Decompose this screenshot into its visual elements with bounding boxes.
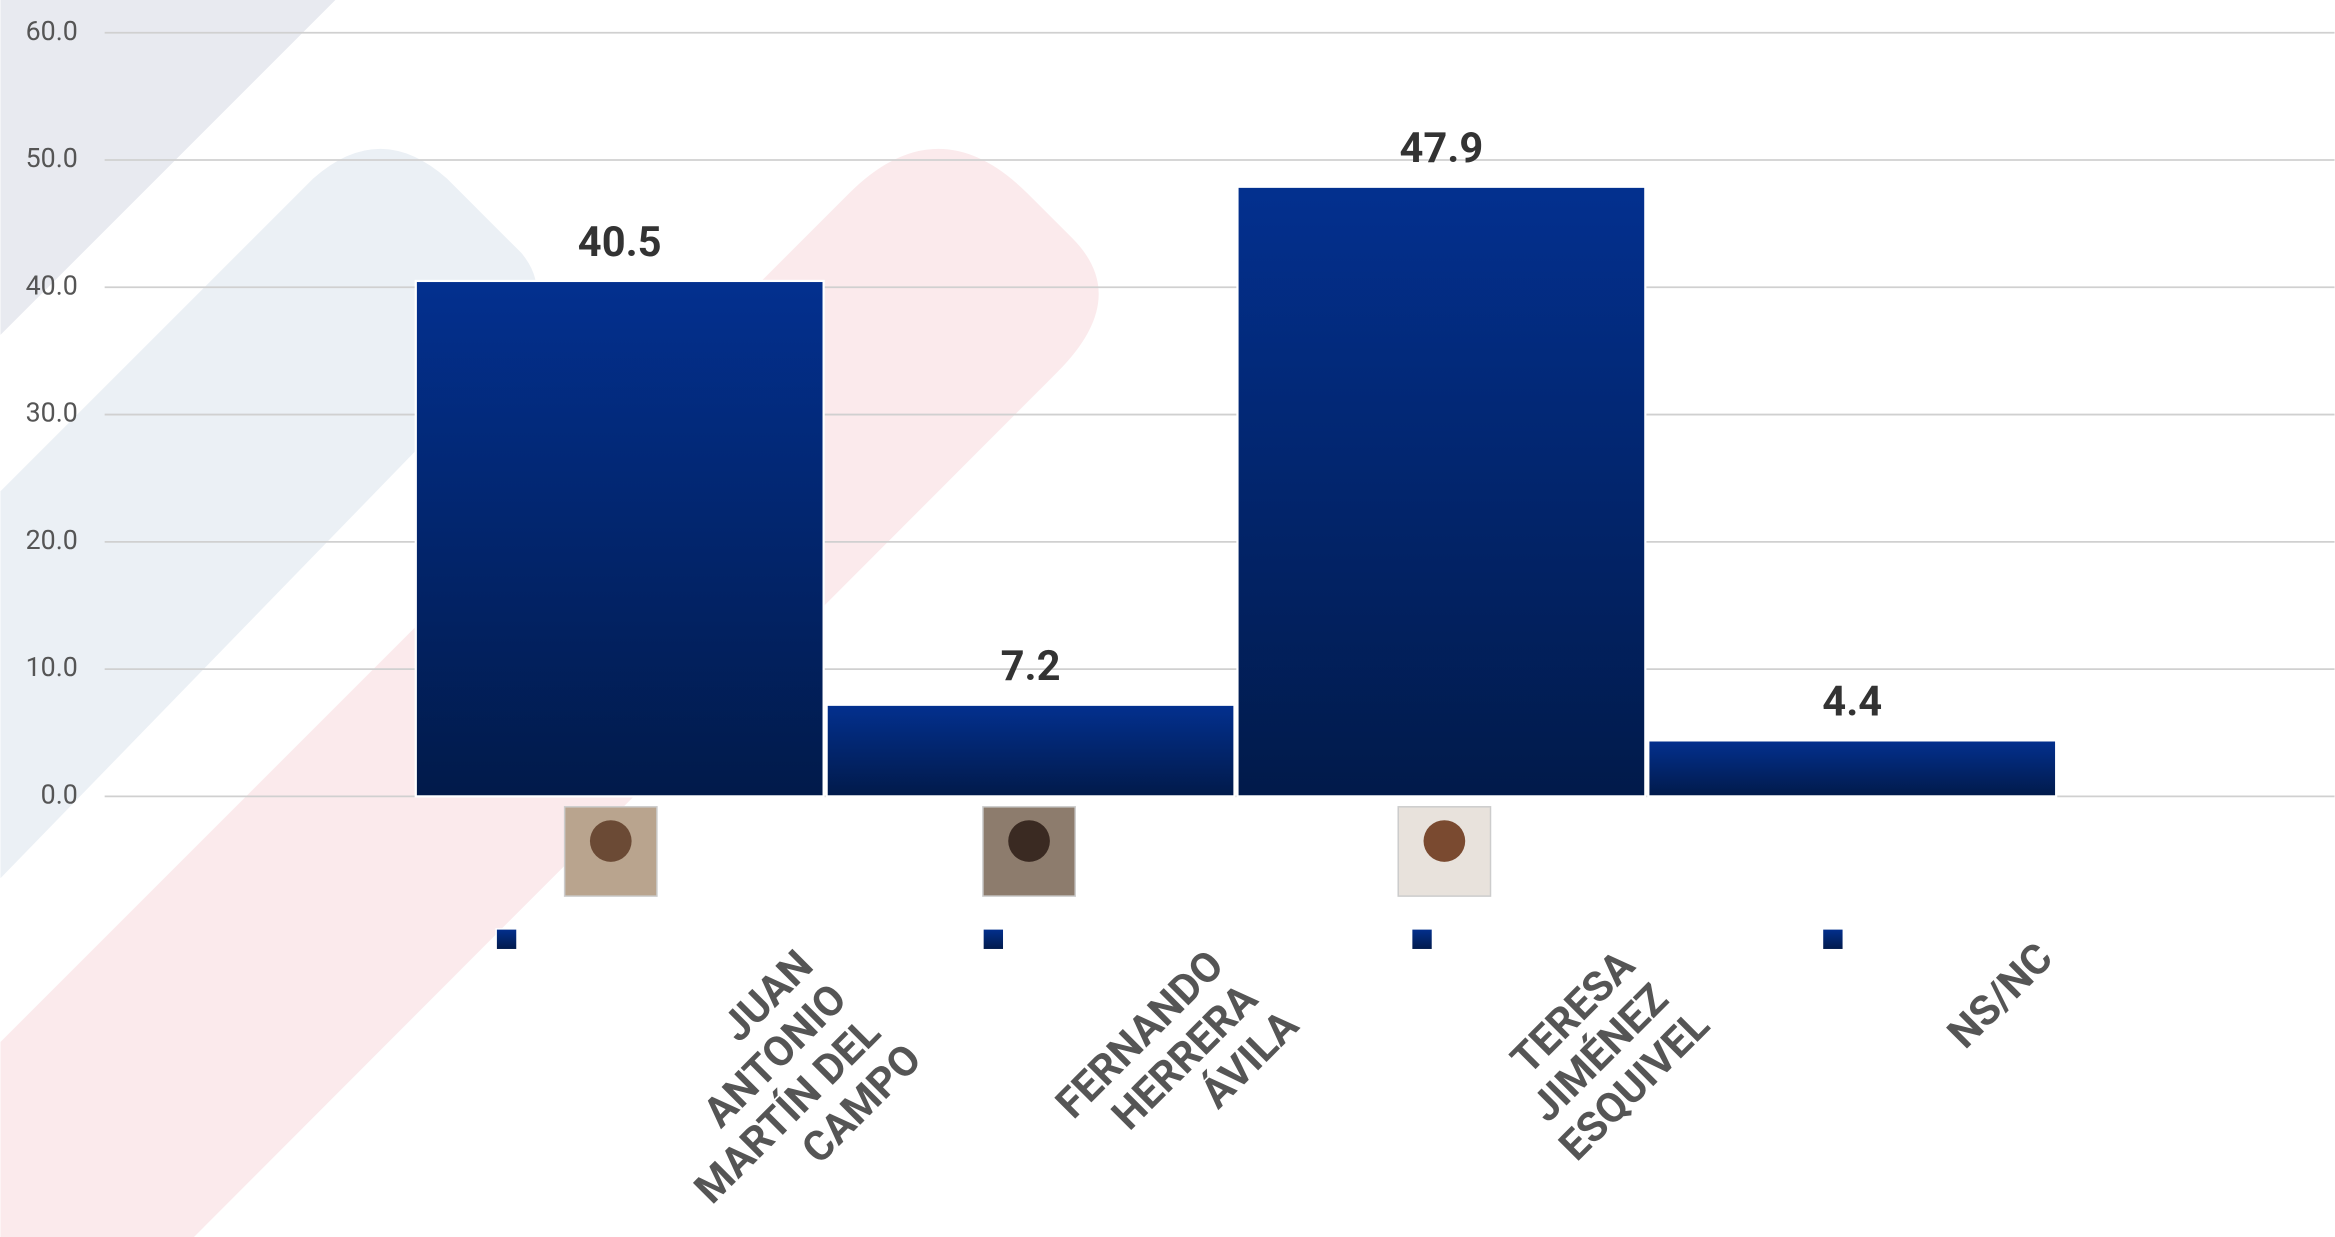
bar: [1648, 740, 2056, 796]
bar: [827, 705, 1235, 797]
bar: [416, 281, 824, 796]
x-tick-label: NS/NC: [1938, 934, 2063, 1059]
legend-square: [1822, 929, 1843, 950]
y-tick-label: 30.0: [26, 397, 78, 429]
y-tick-label: 20.0: [26, 524, 78, 556]
y-tick-label: 0.0: [41, 778, 78, 810]
x-tick-label: TERESA JIMÉNEZ ESQUIVEL: [1483, 934, 1720, 1171]
y-tick-label: 60.0: [26, 15, 78, 47]
value-label: 4.4: [1822, 678, 1882, 727]
chart: 0.0 10.0 20.0 30.0 40.0 50.0 60.0 40.5 JUAN ANTO…: [0, 0, 2335, 1237]
x-tick-label: JUAN ANTONIO MARTÍN DEL CAMPO: [618, 934, 931, 1237]
x-tick-label-line: NS/NC: [1938, 934, 2063, 1059]
value-label: 40.5: [578, 218, 662, 267]
y-tick-label: 50.0: [26, 142, 78, 174]
candidate-photos: [565, 807, 1491, 896]
value-label: 7.2: [1001, 642, 1061, 691]
page: 0.0 10.0 20.0 30.0 40.0 50.0 60.0 40.5 JUAN ANTO…: [0, 0, 2335, 1237]
legend-square: [983, 929, 1004, 950]
legend-square: [496, 929, 517, 950]
legend-square: [1412, 929, 1433, 950]
bar: [1237, 187, 1645, 797]
y-tick-label: 40.0: [26, 269, 78, 301]
x-tick-label: FERNANDO HERRERA ÁVILA: [1046, 934, 1308, 1196]
value-label: 47.9: [1400, 124, 1484, 173]
y-tick-label: 10.0: [26, 651, 78, 683]
